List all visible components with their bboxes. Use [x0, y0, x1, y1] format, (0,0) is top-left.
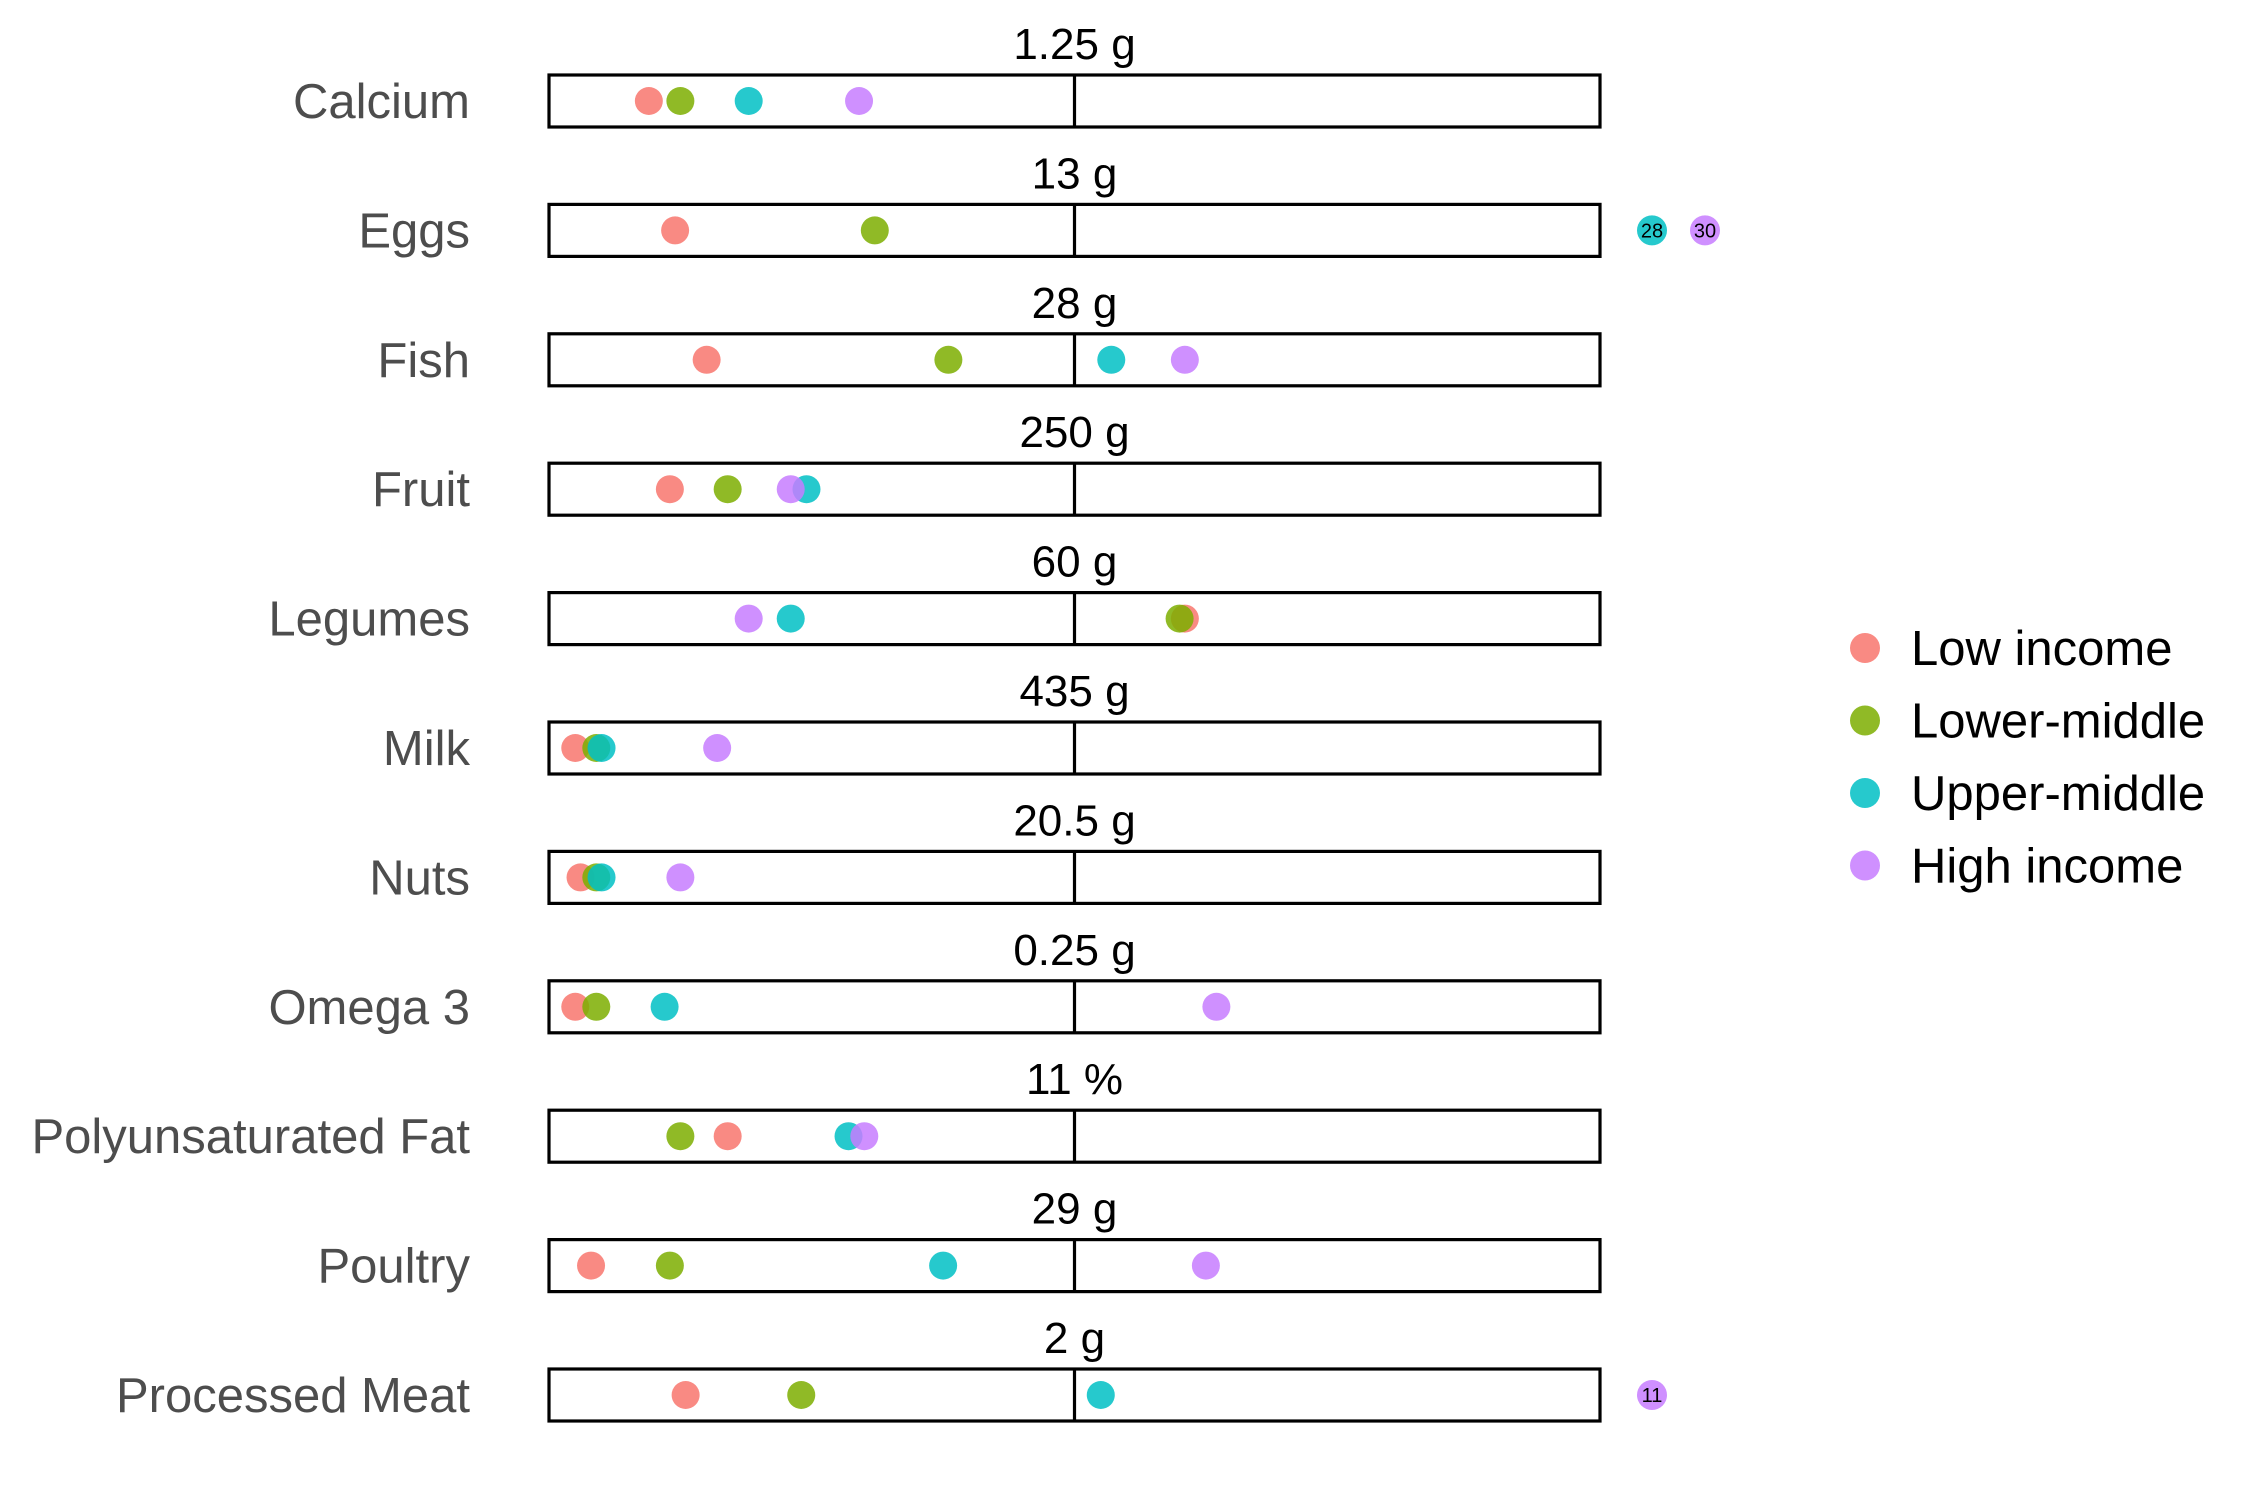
point-high-income	[1191, 1251, 1220, 1280]
reference-label: 2 g	[1044, 1314, 1105, 1363]
legend-swatch	[1850, 850, 1880, 881]
point-upper-middle	[776, 604, 805, 633]
point-lower-middle	[787, 1381, 816, 1409]
legend-label: High income	[1911, 840, 2183, 894]
point-upper-middle	[929, 1251, 958, 1280]
point-low-income	[661, 216, 690, 245]
legend-swatch	[1850, 705, 1880, 736]
row-legumes: Legumes 60 g	[268, 538, 1602, 647]
point-upper-middle	[650, 992, 679, 1021]
row-label: Omega 3	[268, 981, 470, 1035]
legend-item-upper-middle: Upper-middle	[1850, 767, 2205, 821]
point-lower-middle	[1165, 604, 1194, 633]
row-poultry: Poultry 29 g	[317, 1185, 1602, 1294]
row-polyunsaturated-fat: Polyunsaturated Fat 11 %	[31, 1055, 1602, 1164]
point-lower-middle	[713, 475, 742, 504]
row-label: Eggs	[358, 204, 470, 258]
row-calcium: Calcium 1.25 g	[293, 20, 1602, 129]
point-high-income	[734, 604, 763, 633]
legend-item-lower-middle: Lower-middle	[1850, 695, 2205, 749]
overflow-value-label: 28	[1641, 220, 1663, 242]
overflow-point-high-income	[1637, 1380, 1667, 1410]
point-lower-middle	[666, 87, 695, 115]
point-high-income	[666, 863, 695, 892]
legend-label: Lower-middle	[1911, 695, 2205, 749]
row-eggs: Eggs 13 g 28 30	[358, 149, 1720, 258]
row-label: Poultry	[317, 1240, 470, 1294]
point-low-income	[692, 345, 721, 374]
row-label: Fish	[377, 334, 470, 388]
row-label: Calcium	[293, 75, 470, 129]
overflow-value-label: 11	[1642, 1385, 1663, 1407]
reference-label: 11 %	[1026, 1055, 1123, 1104]
reference-label: 20.5 g	[1013, 796, 1135, 845]
reference-label: 13 g	[1032, 149, 1118, 198]
legend-swatch	[1850, 633, 1880, 663]
chart-rows: Calcium 1.25 g Eggs 13 g 28 30 Fish 28 g Fruit 25…	[31, 20, 1720, 1423]
reference-label: 28 g	[1032, 279, 1118, 328]
legend: Low income Lower-middle Upper-middle High i…	[1850, 622, 2205, 894]
point-high-income	[850, 1122, 879, 1151]
point-upper-middle	[587, 734, 616, 762]
row-nuts: Nuts 20.5 g	[369, 796, 1602, 905]
point-upper-middle	[1097, 345, 1126, 374]
reference-label: 435 g	[1019, 667, 1129, 716]
row-fruit: Fruit 250 g	[372, 408, 1602, 517]
point-low-income	[713, 1122, 742, 1151]
reference-label: 0.25 g	[1013, 926, 1135, 975]
point-lower-middle	[934, 345, 963, 374]
point-high-income	[1170, 345, 1199, 374]
overflow-point-high-income	[1690, 215, 1720, 246]
point-lower-middle	[860, 216, 889, 245]
point-high-income	[703, 734, 732, 762]
reference-label: 60 g	[1032, 538, 1118, 587]
point-low-income	[561, 992, 590, 1021]
point-high-income	[1202, 992, 1231, 1021]
legend-label: Low income	[1911, 622, 2172, 676]
point-low-income	[634, 87, 663, 115]
row-fish: Fish 28 g	[377, 279, 1602, 388]
point-lower-middle	[582, 992, 611, 1021]
point-low-income	[577, 1251, 606, 1280]
point-lower-middle	[666, 1122, 695, 1151]
reference-label: 29 g	[1032, 1185, 1118, 1234]
legend-label: Upper-middle	[1911, 767, 2205, 821]
overflow-value-label: 30	[1694, 220, 1716, 242]
legend-item-high-income: High income	[1850, 840, 2183, 894]
legend-item-low-income: Low income	[1850, 622, 2172, 676]
point-high-income	[776, 475, 805, 504]
row-omega-3: Omega 3 0.25 g	[268, 926, 1602, 1035]
row-label: Legumes	[268, 593, 470, 647]
point-low-income	[671, 1381, 700, 1409]
point-low-income	[561, 734, 590, 762]
row-label: Polyunsaturated Fat	[31, 1110, 470, 1164]
row-label: Milk	[383, 722, 471, 776]
point-upper-middle	[587, 863, 616, 892]
point-low-income	[655, 475, 684, 504]
point-upper-middle	[734, 87, 763, 115]
point-upper-middle	[1086, 1381, 1115, 1409]
row-label: Fruit	[372, 463, 470, 517]
row-milk: Milk 435 g	[383, 667, 1602, 776]
reference-label: 1.25 g	[1013, 20, 1135, 69]
row-processed-meat: Processed Meat 2 g 11	[116, 1314, 1667, 1423]
point-high-income	[845, 87, 874, 115]
row-label: Processed Meat	[116, 1369, 470, 1423]
reference-label: 250 g	[1019, 408, 1129, 457]
row-label: Nuts	[369, 851, 470, 905]
legend-swatch	[1850, 778, 1880, 808]
overflow-point-upper-middle	[1637, 215, 1667, 246]
point-lower-middle	[655, 1251, 684, 1280]
